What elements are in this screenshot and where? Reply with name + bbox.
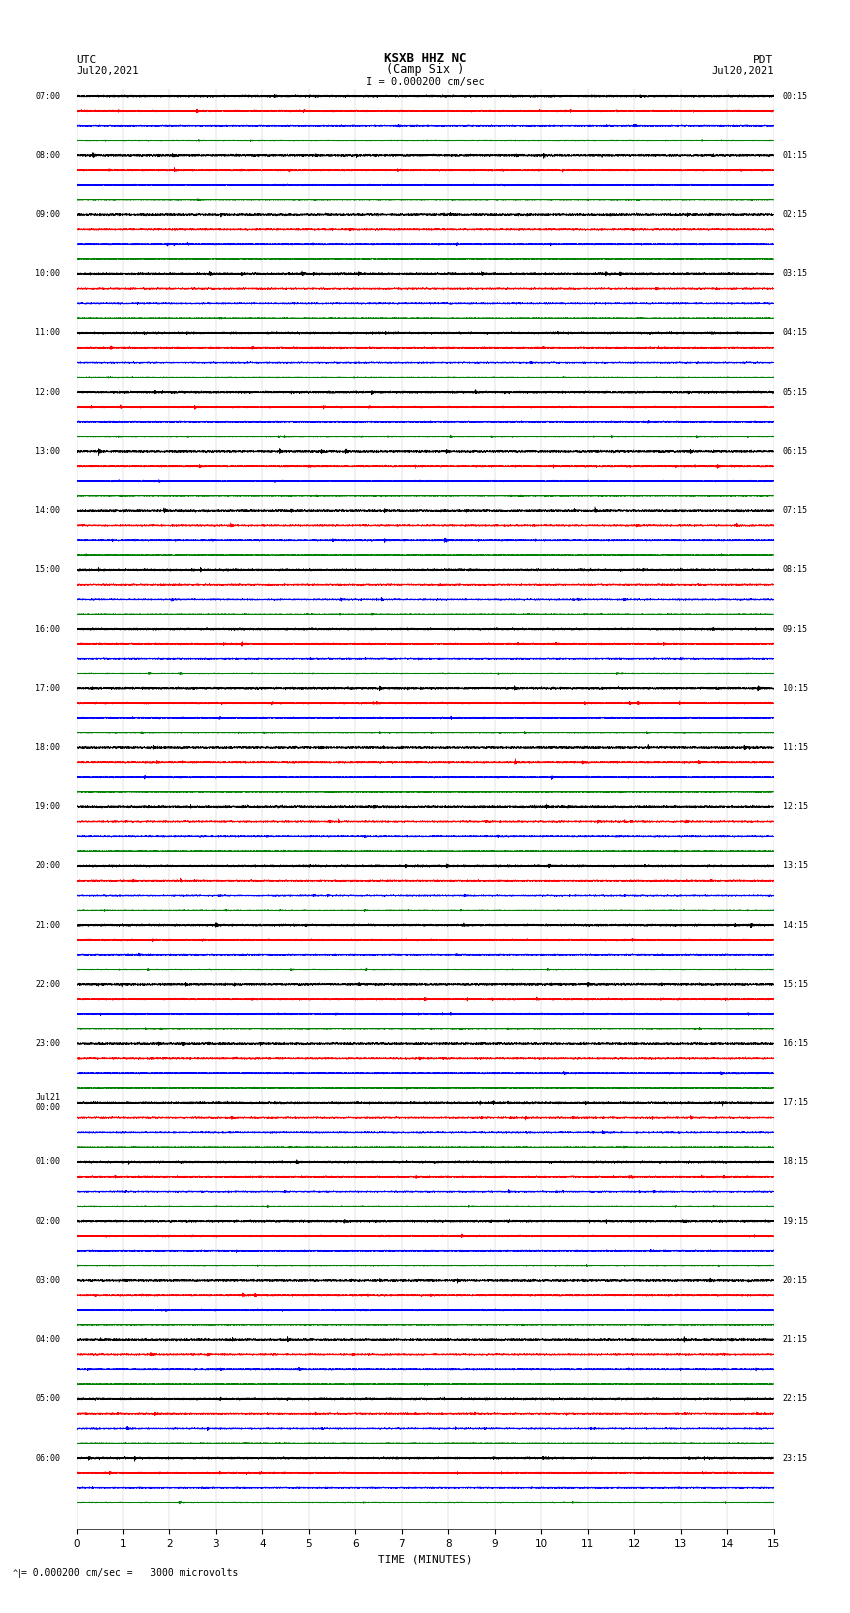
Text: 03:15: 03:15 <box>783 269 808 279</box>
Text: 01:15: 01:15 <box>783 152 808 160</box>
Text: 22:15: 22:15 <box>783 1394 808 1403</box>
Text: 00:15: 00:15 <box>783 92 808 100</box>
Text: 13:15: 13:15 <box>783 861 808 871</box>
Text: 21:15: 21:15 <box>783 1336 808 1344</box>
Text: = 0.000200 cm/sec =   3000 microvolts: = 0.000200 cm/sec = 3000 microvolts <box>21 1568 239 1578</box>
Text: 10:00: 10:00 <box>35 269 60 279</box>
Text: 17:15: 17:15 <box>783 1098 808 1107</box>
Text: 10:15: 10:15 <box>783 684 808 692</box>
Text: 03:00: 03:00 <box>35 1276 60 1286</box>
Text: 07:00: 07:00 <box>35 92 60 100</box>
Text: Jul21
00:00: Jul21 00:00 <box>35 1094 60 1113</box>
Text: 04:15: 04:15 <box>783 329 808 337</box>
Text: Jul20,2021: Jul20,2021 <box>711 66 774 76</box>
Text: KSXB HHZ NC: KSXB HHZ NC <box>383 52 467 65</box>
Text: 18:15: 18:15 <box>783 1158 808 1166</box>
Text: 06:15: 06:15 <box>783 447 808 456</box>
Text: 14:15: 14:15 <box>783 921 808 929</box>
Text: 09:15: 09:15 <box>783 624 808 634</box>
Text: 22:00: 22:00 <box>35 979 60 989</box>
Text: 21:00: 21:00 <box>35 921 60 929</box>
Text: 17:00: 17:00 <box>35 684 60 692</box>
Text: 04:00: 04:00 <box>35 1336 60 1344</box>
Text: 02:15: 02:15 <box>783 210 808 219</box>
Text: 09:00: 09:00 <box>35 210 60 219</box>
Text: 23:15: 23:15 <box>783 1453 808 1463</box>
Text: 15:00: 15:00 <box>35 565 60 574</box>
Text: I = 0.000200 cm/sec: I = 0.000200 cm/sec <box>366 77 484 87</box>
Text: 20:00: 20:00 <box>35 861 60 871</box>
Text: 19:00: 19:00 <box>35 802 60 811</box>
Text: 05:15: 05:15 <box>783 387 808 397</box>
Text: 11:15: 11:15 <box>783 744 808 752</box>
Text: 19:15: 19:15 <box>783 1216 808 1226</box>
Text: UTC: UTC <box>76 55 97 65</box>
Text: 01:00: 01:00 <box>35 1158 60 1166</box>
Text: 13:00: 13:00 <box>35 447 60 456</box>
Text: 12:15: 12:15 <box>783 802 808 811</box>
Text: 08:15: 08:15 <box>783 565 808 574</box>
Text: 20:15: 20:15 <box>783 1276 808 1286</box>
Text: 05:00: 05:00 <box>35 1394 60 1403</box>
Text: 18:00: 18:00 <box>35 744 60 752</box>
Text: 15:15: 15:15 <box>783 979 808 989</box>
Text: ^|: ^| <box>13 1568 23 1578</box>
Text: 06:00: 06:00 <box>35 1453 60 1463</box>
Text: 14:00: 14:00 <box>35 506 60 515</box>
Text: PDT: PDT <box>753 55 774 65</box>
Text: 07:15: 07:15 <box>783 506 808 515</box>
Text: (Camp Six ): (Camp Six ) <box>386 63 464 76</box>
Text: 16:00: 16:00 <box>35 624 60 634</box>
X-axis label: TIME (MINUTES): TIME (MINUTES) <box>377 1555 473 1565</box>
Text: 12:00: 12:00 <box>35 387 60 397</box>
Text: 11:00: 11:00 <box>35 329 60 337</box>
Text: 02:00: 02:00 <box>35 1216 60 1226</box>
Text: 16:15: 16:15 <box>783 1039 808 1048</box>
Text: 23:00: 23:00 <box>35 1039 60 1048</box>
Text: Jul20,2021: Jul20,2021 <box>76 66 139 76</box>
Text: 08:00: 08:00 <box>35 152 60 160</box>
